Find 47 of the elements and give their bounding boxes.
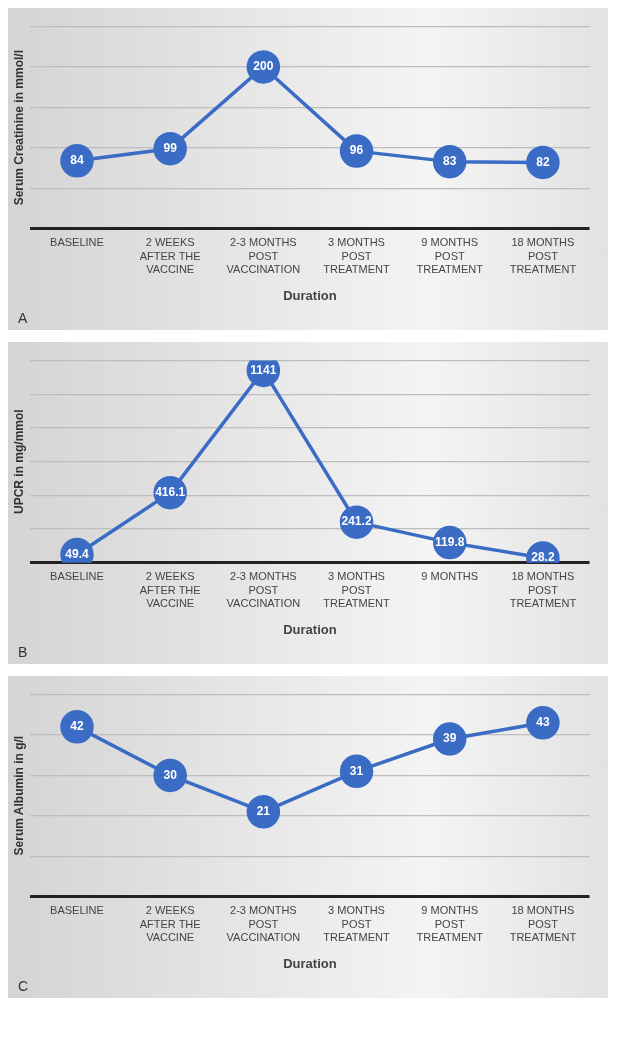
data-label: 84: [70, 153, 84, 168]
data-label: 119.8: [435, 534, 465, 549]
data-label: 96: [349, 143, 364, 158]
x-tick-label: 2 WEEKS AFTER THE VACCINE: [139, 570, 201, 609]
text: C: [18, 978, 29, 994]
data-label: 99: [163, 141, 178, 155]
data-label: 82: [536, 154, 550, 169]
data-label: 200: [253, 59, 274, 74]
x-tick-label: 9 MONTHS POST TREATMENT: [416, 236, 484, 275]
x-tick-label: 2-3 MONTHS POST VACCINATION: [226, 236, 301, 275]
x-axis-title: Duration: [283, 287, 337, 303]
text: B: [18, 644, 28, 660]
y-axis-title: Serum Albumin in g/l: [11, 735, 26, 856]
x-tick-label: 2-3 MONTHS POST VACCINATION: [226, 570, 301, 609]
x-tick-label: 2-3 MONTHS POST VACCINATION: [226, 904, 301, 943]
x-tick-label: 3 MONTHS POST TREATMENT: [323, 236, 391, 275]
data-label: 49.4: [65, 546, 89, 561]
point: [246, 795, 281, 829]
x-axis-title: Duration: [283, 621, 337, 637]
y-axis-title: UPCR in mg/mmol: [11, 409, 26, 514]
x-tick-label: BASELINE: [50, 570, 104, 583]
x-tick-label: 18 MONTHS POST TREATMENT: [509, 904, 577, 943]
x-tick-label: 9 MONTHS POST TREATMENT: [416, 904, 484, 943]
x-tick-label: 18 MONTHS POST TREATMENT: [509, 236, 577, 275]
data-label: 241.2: [341, 514, 372, 529]
x-tick-label: 2 WEEKS AFTER THE VACCINE: [139, 904, 201, 943]
data-label: 416.1: [155, 484, 186, 499]
x-tick-label: 3 MONTHS POST TREATMENT: [323, 570, 391, 609]
y-axis-title: Serum Creatinine in mmol/l: [11, 49, 26, 206]
data-label: 31: [349, 763, 364, 778]
x-tick-label: 3 MONTHS POST TREATMENT: [323, 904, 391, 943]
data-label: 42: [70, 719, 84, 734]
point: [432, 722, 467, 756]
x-tick-label: 18 MONTHS POST TREATMENT: [509, 570, 577, 609]
x-tick-label: BASELINE: [50, 236, 104, 249]
data-label: 1141: [250, 362, 277, 377]
x-tick-label: 9 MONTHS: [421, 570, 479, 583]
data-label: 21: [256, 804, 271, 819]
data-label: 43: [536, 715, 550, 730]
x-axis-title: Duration: [283, 955, 337, 971]
data-label: 39: [443, 731, 457, 746]
point: [339, 754, 374, 789]
x-tick-label: BASELINE: [50, 904, 104, 917]
data-label: 30: [163, 767, 178, 782]
x-tick-label: 2 WEEKS AFTER THE VACCINE: [139, 236, 201, 275]
text: A: [18, 310, 28, 326]
data-label: 83: [443, 153, 457, 168]
